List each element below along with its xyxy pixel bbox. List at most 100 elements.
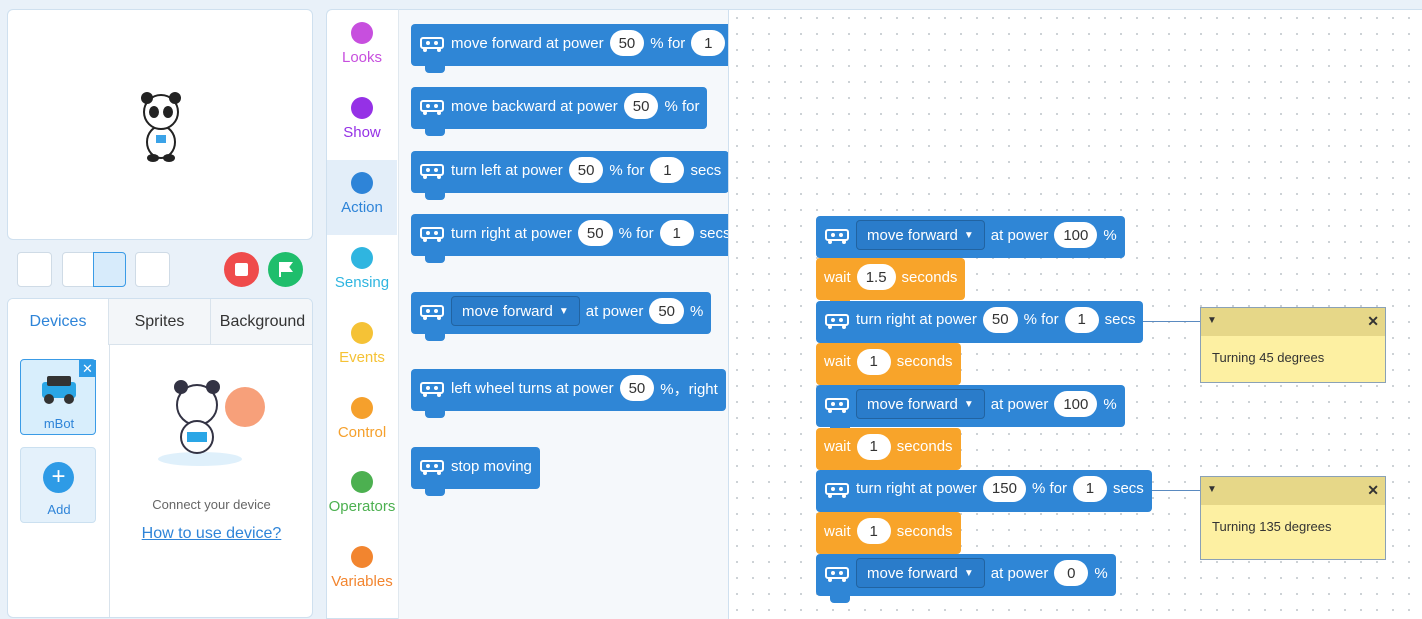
block-input[interactable]: 1	[1072, 475, 1107, 502]
block-input[interactable]: 1	[659, 220, 694, 246]
block-notch	[425, 128, 445, 136]
block-input[interactable]: 1	[650, 157, 685, 183]
block-input[interactable]: 1	[1064, 306, 1099, 333]
category[interactable]: Control	[327, 385, 397, 460]
block-input[interactable]: 0	[1054, 560, 1089, 587]
add-card[interactable]: + Add	[20, 447, 96, 523]
comment[interactable]: ▼ ✕ Turning 135 degrees	[1200, 476, 1386, 560]
block-text: %	[690, 302, 704, 320]
code-block[interactable]: wait 1.5 seconds	[816, 258, 966, 308]
code-block[interactable]: turn right at power 50 % for 1 secs	[816, 300, 1144, 350]
block-input[interactable]: 1	[856, 433, 891, 460]
block-text: seconds	[896, 438, 953, 455]
robot-icon	[825, 229, 849, 244]
code-block[interactable]: wait 1 seconds	[816, 427, 961, 477]
code-block[interactable]: move forward ▼ at power 100%	[816, 216, 1125, 265]
block-text: at power	[585, 302, 644, 320]
block-input[interactable]: 100	[1054, 222, 1098, 248]
code-block[interactable]: wait 1 seconds	[816, 512, 961, 562]
code-block[interactable]: turn right at power 150 % for 1 secs	[816, 469, 1152, 519]
help-link[interactable]: How to use device?	[141, 525, 282, 542]
dropdown-arrow: ▼	[963, 567, 974, 579]
category[interactable]: Show	[327, 85, 397, 160]
block-text: seconds	[896, 353, 953, 371]
block-notch	[425, 192, 445, 200]
small-stage-button[interactable]	[62, 252, 94, 287]
block-input[interactable]: 50	[577, 220, 613, 246]
block-notch	[830, 595, 850, 604]
robot-icon	[420, 460, 444, 475]
block-input[interactable]: 50	[649, 298, 685, 324]
comment[interactable]: ▼ ✕ Turning 45 degrees	[1200, 307, 1386, 383]
robot-icon	[825, 482, 849, 498]
block-text: turn right at power	[856, 480, 977, 498]
block-input[interactable]: 150	[982, 475, 1026, 502]
block-notch	[425, 410, 445, 418]
category[interactable]: Events	[327, 310, 397, 385]
block-input[interactable]: 1	[691, 30, 726, 56]
block-dropdown[interactable]: move forward ▼	[856, 558, 985, 589]
code-block[interactable]: move forward ▼ at power 50%	[411, 292, 712, 341]
block-input[interactable]: 50	[982, 306, 1018, 333]
code-block[interactable]: stop moving	[411, 447, 540, 496]
code-block[interactable]: turn left at power 50 % for 1 secs	[411, 151, 728, 200]
comment-header: ▼ ✕	[1201, 308, 1385, 336]
category[interactable]: Variables	[327, 534, 397, 609]
close-icon[interactable]: ✕	[1367, 482, 1379, 498]
block-input[interactable]: 1.5	[856, 264, 896, 291]
block-dropdown[interactable]: move forward ▼	[856, 220, 985, 250]
tab[interactable]: Devices	[8, 299, 109, 345]
block-input[interactable]: 1	[856, 348, 891, 375]
go-button[interactable]	[268, 252, 303, 287]
block-input[interactable]: 50	[623, 93, 659, 119]
block-text: % for	[650, 34, 686, 52]
stage	[7, 9, 313, 240]
block-text: % for	[1031, 480, 1067, 498]
block-input[interactable]: 100	[1054, 391, 1098, 418]
category-label: Action	[341, 198, 383, 216]
category[interactable]: Action	[327, 159, 397, 235]
add-label: Add	[47, 502, 71, 517]
code-block[interactable]: move backward at power 50 % for	[411, 87, 708, 136]
remove-icon[interactable]: ✕	[79, 360, 96, 377]
block-input[interactable]: 50	[568, 157, 604, 183]
dropdown-arrow: ▼	[963, 398, 974, 410]
block-dropdown[interactable]: move forward ▼	[856, 389, 985, 420]
block-text: % for	[1023, 311, 1059, 329]
tab[interactable]: Sprites	[109, 299, 211, 345]
tab[interactable]: Background	[211, 299, 312, 345]
grid-button[interactable]	[135, 252, 170, 287]
category[interactable]: Operators	[327, 459, 397, 534]
code-block[interactable]: move forward ▼ at power 100%	[816, 385, 1125, 435]
stop-icon	[235, 263, 248, 276]
robot-icon	[420, 305, 444, 320]
stop-button[interactable]	[224, 252, 259, 287]
category[interactable]: Looks	[327, 10, 397, 85]
category-dot	[351, 396, 373, 419]
category[interactable]: Sensing	[327, 235, 397, 310]
dropdown-arrow: ▼	[963, 229, 974, 241]
code-block[interactable]: turn right at power 50 % for 1 secs	[411, 214, 728, 263]
large-stage-button[interactable]	[93, 252, 126, 287]
block-text: wait	[824, 353, 851, 371]
panda-sprite	[141, 92, 181, 162]
block-input[interactable]: 1	[856, 518, 891, 545]
block-dropdown[interactable]: move forward ▼	[451, 296, 580, 326]
code-block[interactable]: wait 1 seconds	[816, 342, 961, 392]
block-text: turn right at power	[856, 311, 977, 329]
category-dot	[351, 22, 373, 44]
close-icon[interactable]: ✕	[1367, 313, 1379, 329]
fullscreen-button[interactable]	[17, 252, 52, 287]
comment-connector	[1152, 490, 1200, 491]
collapse-arrow: ▼	[1207, 315, 1217, 326]
code-block[interactable]: left wheel turns at power 50 %，right	[411, 369, 726, 418]
block-input[interactable]: 50	[619, 375, 655, 401]
block-input[interactable]: 50	[609, 30, 645, 56]
code-block[interactable]: move forward ▼ at power 0%	[816, 554, 1116, 604]
category-label: Looks	[341, 49, 383, 66]
device-card[interactable]: ✕ mBot	[20, 359, 96, 435]
comment-header: ▼ ✕	[1201, 477, 1385, 505]
block-text: %	[1103, 395, 1117, 413]
code-block[interactable]: move forward at power 50 % for 1	[411, 24, 728, 73]
